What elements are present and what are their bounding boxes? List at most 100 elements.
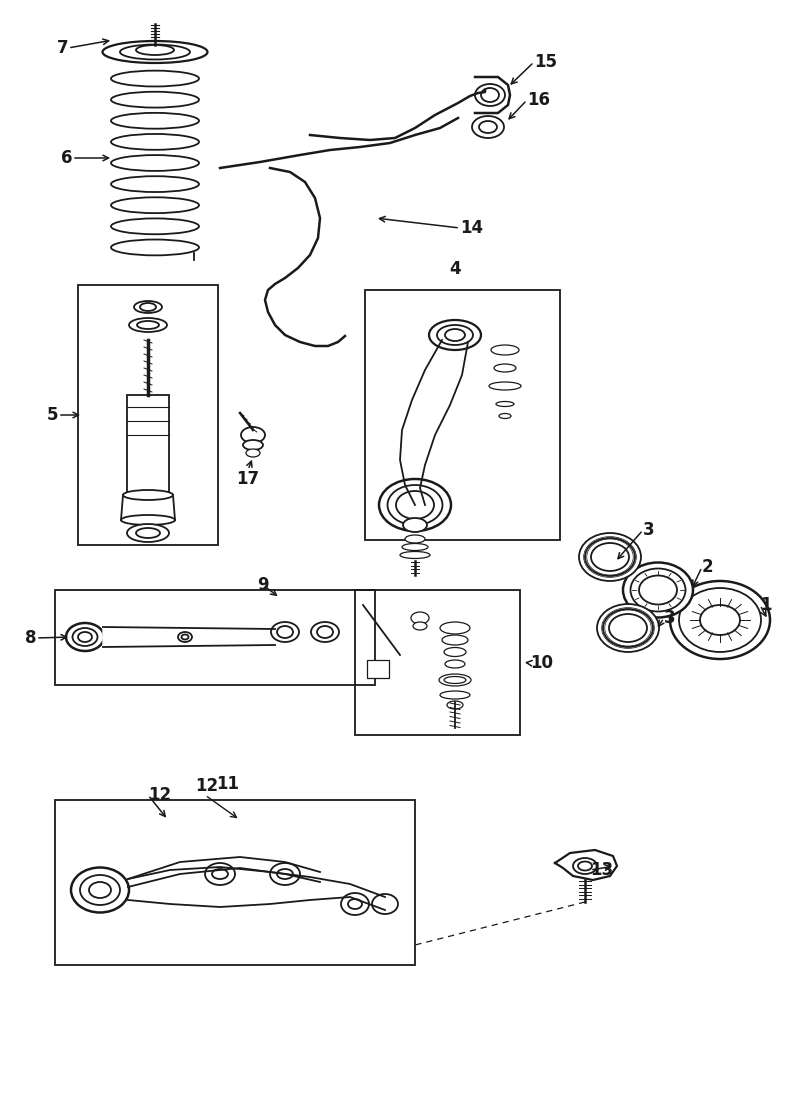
Ellipse shape [405,535,425,543]
Ellipse shape [66,623,104,651]
Ellipse shape [440,622,470,634]
Ellipse shape [181,634,189,640]
Text: 12: 12 [148,786,171,804]
Ellipse shape [73,628,97,646]
Ellipse shape [700,606,740,635]
Ellipse shape [472,116,504,138]
Bar [55,590,375,685]
Ellipse shape [679,588,761,652]
Ellipse shape [246,449,260,457]
Ellipse shape [129,318,167,332]
Ellipse shape [120,44,190,59]
Bar [127,395,169,495]
Ellipse shape [372,893,398,914]
Ellipse shape [121,515,175,525]
Text: 15: 15 [534,53,557,71]
Polygon shape [555,850,617,880]
Bar [365,290,560,540]
Ellipse shape [573,858,597,874]
Text: 3: 3 [664,609,676,628]
Ellipse shape [579,533,641,581]
Ellipse shape [78,632,92,642]
Text: 8: 8 [25,629,36,647]
Ellipse shape [413,622,427,630]
Ellipse shape [212,869,228,879]
Bar [78,285,218,545]
Text: 7: 7 [57,38,68,57]
Ellipse shape [348,899,362,909]
Ellipse shape [597,604,659,652]
Ellipse shape [447,701,463,709]
Ellipse shape [670,581,770,659]
Ellipse shape [270,863,300,885]
Ellipse shape [134,301,162,313]
Text: 1: 1 [760,596,772,614]
Ellipse shape [178,632,192,642]
Ellipse shape [379,479,451,531]
Ellipse shape [475,84,505,106]
Ellipse shape [396,491,434,519]
Ellipse shape [341,893,369,915]
Ellipse shape [429,320,481,349]
Ellipse shape [80,875,120,904]
Ellipse shape [271,622,299,642]
Ellipse shape [442,635,468,645]
Text: 14: 14 [460,219,483,237]
Ellipse shape [489,382,521,390]
Bar [367,660,389,678]
Ellipse shape [127,524,169,542]
Ellipse shape [137,321,159,329]
Polygon shape [103,628,275,647]
Ellipse shape [136,528,160,539]
Text: 4: 4 [449,260,461,278]
Text: 3: 3 [643,521,654,539]
Ellipse shape [591,543,629,571]
Text: 16: 16 [527,91,550,109]
Ellipse shape [400,552,430,558]
Ellipse shape [71,867,129,912]
Ellipse shape [277,626,293,639]
Text: 6: 6 [61,149,72,167]
Ellipse shape [445,660,465,668]
Ellipse shape [140,303,156,311]
Ellipse shape [445,329,465,341]
Ellipse shape [437,325,473,345]
Ellipse shape [603,609,653,647]
Text: 12: 12 [195,777,218,795]
Ellipse shape [403,518,427,532]
Ellipse shape [630,568,686,611]
Text: 5: 5 [46,406,58,424]
Ellipse shape [241,428,265,443]
Ellipse shape [411,612,429,624]
Ellipse shape [402,544,428,551]
Ellipse shape [311,622,339,642]
Text: 9: 9 [257,576,268,593]
Text: 2: 2 [702,558,714,576]
Ellipse shape [481,88,499,102]
Ellipse shape [102,41,208,63]
Text: 10: 10 [530,654,553,671]
Ellipse shape [444,677,466,684]
Ellipse shape [123,490,173,500]
Ellipse shape [609,614,647,642]
Bar [55,800,415,965]
Text: 13: 13 [590,861,613,879]
Text: 17: 17 [237,470,260,488]
Ellipse shape [388,485,443,525]
Ellipse shape [243,440,263,449]
Ellipse shape [585,539,635,576]
Ellipse shape [494,364,516,371]
Bar [355,590,520,735]
Text: 11: 11 [217,775,240,793]
Ellipse shape [623,563,693,618]
Ellipse shape [479,121,497,133]
Ellipse shape [639,576,677,604]
Ellipse shape [136,45,174,55]
Ellipse shape [439,674,471,686]
Ellipse shape [578,862,592,870]
Ellipse shape [317,626,333,639]
Ellipse shape [440,691,470,699]
Ellipse shape [496,401,514,407]
Ellipse shape [277,869,293,879]
Ellipse shape [491,345,519,355]
